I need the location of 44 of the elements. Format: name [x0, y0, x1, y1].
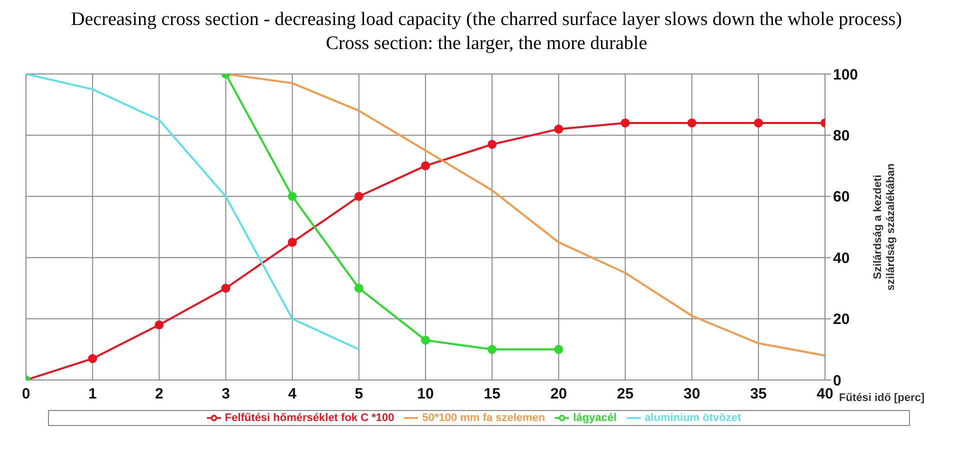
legend-label: aluminium ötvözet — [644, 412, 742, 424]
y-tick-label: 20 — [833, 311, 850, 328]
x-tick-label: 4 — [288, 386, 298, 403]
point — [620, 118, 630, 128]
point — [687, 118, 696, 128]
legend-label: 50*100 mm fa szelemen — [422, 412, 546, 424]
x-tick-label: 0 — [22, 386, 30, 403]
x-tick-label: 15 — [484, 386, 500, 403]
legend-label: Felfűtési hőmérséklet fok C *100 — [224, 412, 394, 424]
x-tick-label: 3 — [222, 386, 230, 403]
point — [754, 118, 763, 128]
y-tick-label: 80 — [833, 128, 850, 145]
x-tick-label: 20 — [550, 386, 568, 403]
point — [488, 344, 497, 354]
point — [554, 124, 564, 134]
point — [421, 336, 430, 345]
x-tick-label: 5 — [354, 386, 364, 403]
chart-subtitle: Cross section: the larger, the more durable — [324, 32, 648, 56]
legend-label: lágyacél — [573, 412, 617, 424]
y-axis-title: Szilárdság a kezdeti szilárdság százalékában — [872, 163, 897, 291]
point — [221, 284, 230, 293]
point — [488, 140, 497, 149]
x-axis-title: Fűtési idő [perc] — [839, 392, 925, 404]
x-tick-label: 1 — [88, 386, 97, 403]
point — [154, 320, 164, 330]
y-tick-label: 0 — [833, 372, 842, 390]
x-tick-label: 25 — [616, 386, 634, 403]
y-tick-label: 100 — [833, 66, 858, 84]
line-series — [26, 74, 360, 350]
point — [288, 238, 297, 247]
point — [354, 284, 364, 293]
x-tick-label: 35 — [750, 386, 767, 403]
y-tick-label: 60 — [833, 188, 850, 206]
chart-title: Decreasing cross section - decreasing load capacity (the charred surface layer slows down the whole process) — [70, 8, 903, 32]
point — [421, 161, 430, 170]
y-tick-label: 40 — [833, 250, 850, 267]
point — [88, 354, 98, 364]
x-tick-label: 10 — [417, 386, 434, 403]
point — [554, 344, 564, 354]
point — [354, 192, 364, 201]
point — [288, 192, 297, 201]
x-tick-label: 40 — [816, 386, 834, 403]
x-tick-label: 2 — [154, 386, 164, 403]
x-tick-label: 30 — [683, 386, 700, 403]
